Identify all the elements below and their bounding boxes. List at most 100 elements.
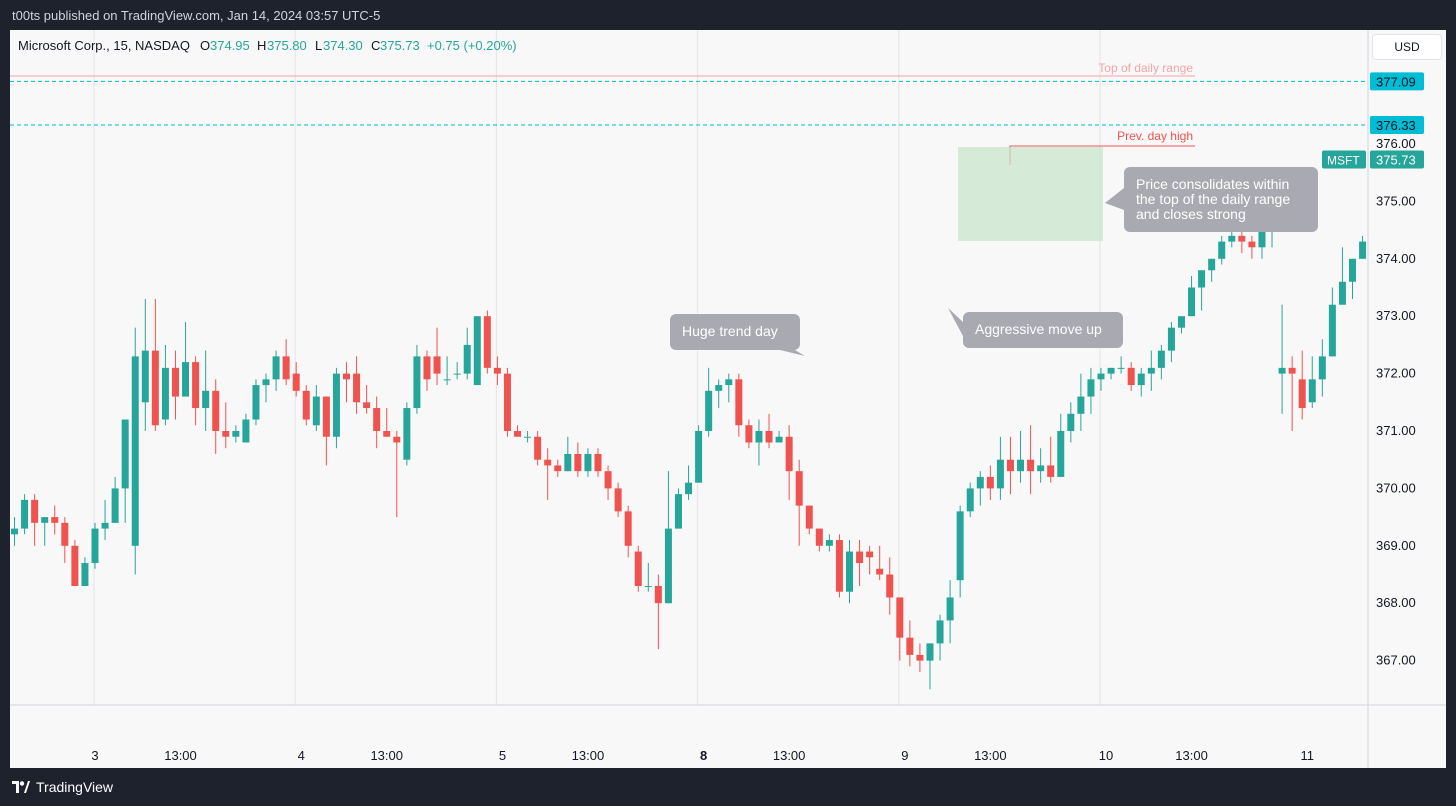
candle-body <box>986 476 994 489</box>
consolidation-box <box>958 147 1103 241</box>
candle-body <box>463 344 471 374</box>
price-axis[interactable]: 376.00 375.00 374.00 373.00 372.00 371.00 370.… <box>1322 72 1424 668</box>
time-tick-label: 10 <box>1099 748 1113 763</box>
candle-body <box>1308 379 1316 403</box>
trend-day-callout-box <box>670 314 800 350</box>
time-tick-label: 13:00 <box>164 748 197 763</box>
candle-body <box>373 408 381 431</box>
price-tick-label: 367.00 <box>1376 653 1416 668</box>
candle-body <box>835 540 843 592</box>
currency-button[interactable]: USD <box>1372 34 1442 60</box>
candle-body <box>1006 459 1014 472</box>
candle-body <box>755 431 763 443</box>
candle-body <box>161 367 169 420</box>
day-separators <box>10 30 1446 768</box>
ohlc-change: +0.75 (+0.20%) <box>427 38 517 53</box>
trend-day-callout: Huge trend day <box>670 314 805 356</box>
trend-day-callout-pointer <box>780 350 805 356</box>
candle-body <box>192 362 200 409</box>
candle-body <box>232 431 240 437</box>
candle-body <box>544 459 552 466</box>
candle-body <box>996 459 1004 489</box>
candle-body <box>815 528 823 546</box>
level-price-label-bg <box>1370 116 1424 135</box>
publish-bar: t00ts published on TradingView.com, Jan … <box>0 0 1456 30</box>
candle-body <box>322 396 330 437</box>
candle-body <box>1328 304 1336 357</box>
candle-body <box>725 379 733 386</box>
candle-body <box>966 488 974 512</box>
candle-body <box>1087 379 1095 397</box>
candle-body <box>483 316 491 368</box>
price-tick-label: 368.00 <box>1376 595 1416 610</box>
candle-body <box>574 453 582 472</box>
candle-body <box>1198 270 1206 288</box>
tradingview-logo[interactable]: TradingView <box>12 779 113 795</box>
candle-body <box>141 350 149 403</box>
annotations: Top of daily range Prev. day high Huge tre… <box>670 61 1318 356</box>
time-tick-label: 13:00 <box>370 748 403 763</box>
candle-body <box>31 499 39 523</box>
candle-body <box>1067 413 1075 431</box>
candle-body <box>363 402 371 409</box>
candle-body <box>805 505 813 529</box>
aggressive-move-callout-pointer <box>948 308 963 336</box>
time-tick-label: 3 <box>91 748 98 763</box>
candle-body <box>493 367 501 374</box>
candle-body <box>644 585 652 587</box>
candle-body <box>906 637 914 655</box>
price-tick-label: 372.00 <box>1376 366 1416 381</box>
candle-body <box>634 551 642 586</box>
plot-area <box>10 30 1368 705</box>
candle-body <box>473 316 481 386</box>
candle-body <box>1117 367 1125 369</box>
candle-body <box>51 517 59 523</box>
candle-body <box>876 568 884 575</box>
candle-body <box>1359 241 1367 259</box>
candle-body <box>312 396 320 426</box>
candle-body <box>584 453 592 472</box>
candle-body <box>685 482 693 495</box>
last-price-label: 375.73 <box>1376 152 1416 167</box>
consolidation-callout-text: and closes strong <box>1136 206 1246 222</box>
candle-body <box>1127 367 1135 386</box>
candle-body <box>81 563 89 586</box>
candle-body <box>1107 367 1115 374</box>
time-tick-label: 11 <box>1300 748 1314 763</box>
candle-body <box>1147 367 1155 374</box>
time-tick-label: 4 <box>298 748 305 763</box>
candle-body <box>423 356 431 380</box>
candle-body <box>171 367 179 397</box>
candle-body <box>1238 235 1246 242</box>
candle-body <box>624 511 632 546</box>
candle-body <box>262 379 270 386</box>
candle-body <box>131 356 139 546</box>
time-tick-label: 9 <box>901 748 908 763</box>
price-tick-label: 369.00 <box>1376 538 1416 553</box>
candle-body <box>956 511 964 581</box>
candle-body <box>282 356 290 380</box>
candle-body <box>292 373 300 391</box>
candle-body <box>403 408 411 460</box>
legend-symbol: Microsoft Corp., 15, NASDAQ <box>18 38 190 53</box>
time-tick-label: 5 <box>499 748 506 763</box>
candle-body <box>926 643 934 661</box>
aggressive-move-callout-box <box>963 312 1123 348</box>
time-tick-label: 13:00 <box>974 748 1007 763</box>
candle-body <box>594 453 602 472</box>
candle-body <box>503 373 511 431</box>
price-tick-label: 374.00 <box>1376 251 1416 266</box>
candle-body <box>302 390 310 420</box>
candle-body <box>453 373 461 375</box>
candle-body <box>151 350 159 426</box>
candle-body <box>534 436 542 460</box>
candle-body <box>383 431 391 437</box>
candle-body <box>976 476 984 489</box>
brand-bar: TradingView <box>0 770 1456 806</box>
candle-body <box>564 453 572 472</box>
ohlc-close-label: C <box>371 38 380 53</box>
time-axis[interactable]: 3 13:00 4 13:00 5 13:00 8 13:00 9 13:00 10 13:00 11 <box>91 748 1314 763</box>
candle-body <box>715 385 723 391</box>
candle-body <box>393 436 401 443</box>
